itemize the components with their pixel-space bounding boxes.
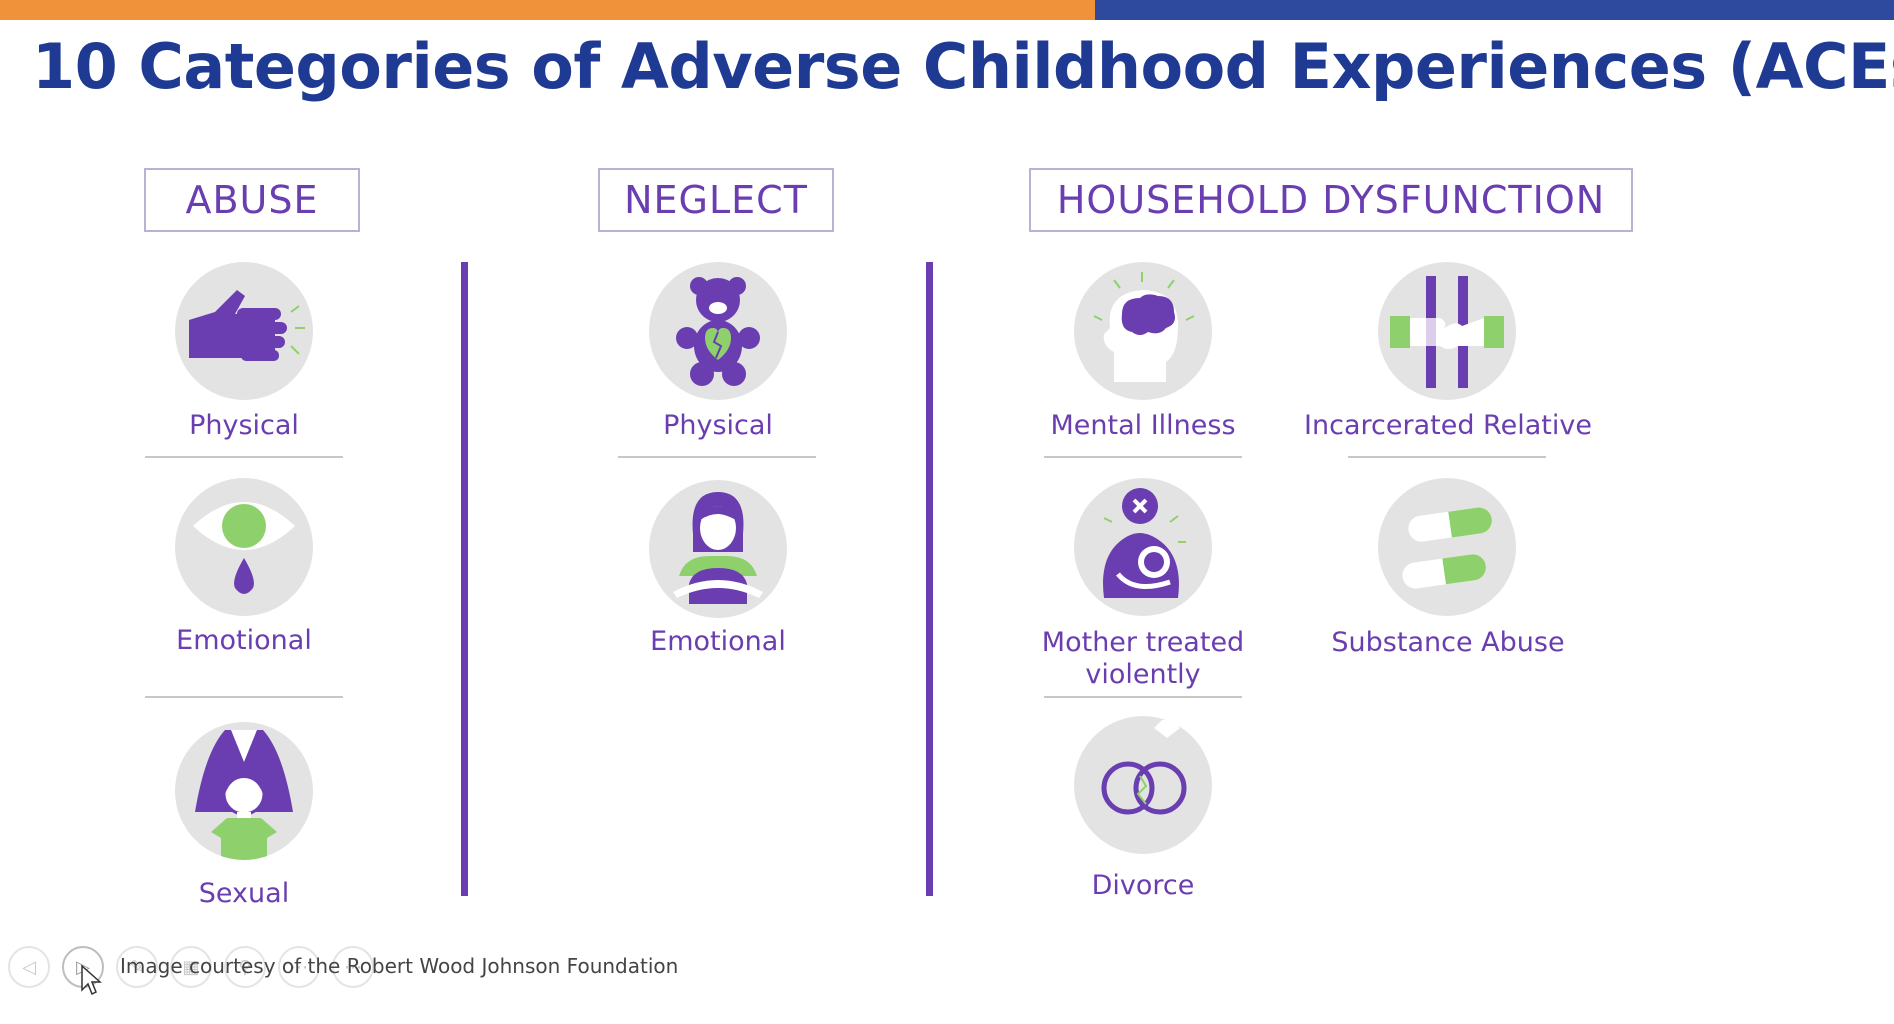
child-hugging-knees-icon	[649, 480, 787, 618]
grid-icon[interactable]: ▦	[170, 946, 212, 988]
slide-title: 10 Categories of Adverse Childhood Exper…	[32, 30, 1894, 103]
teddy-bear-icon	[649, 262, 787, 400]
separator	[618, 456, 816, 458]
separator	[145, 456, 343, 458]
mouse-cursor-icon	[81, 964, 102, 996]
label-divorce: Divorce	[1091, 870, 1195, 901]
separator	[1044, 696, 1242, 698]
teardrop-eye-icon	[175, 478, 313, 616]
top-bar-orange	[0, 0, 1095, 20]
separator	[1348, 456, 1546, 458]
label-line: Mother treated	[1041, 627, 1245, 658]
options-icon[interactable]: ⋯	[332, 946, 374, 988]
label-mother-treated-violently: Mother treated violently	[983, 627, 1303, 691]
header-neglect: NEGLECT	[598, 168, 834, 232]
zoom-icon[interactable]: ⚲	[224, 946, 266, 988]
fist-icon	[175, 262, 313, 400]
separator	[145, 696, 343, 698]
label-neglect-emotional: Emotional	[650, 626, 786, 657]
label-neglect-physical: Physical	[663, 410, 773, 441]
header-abuse: ABUSE	[144, 168, 360, 232]
more-icon[interactable]: ⋯	[278, 946, 320, 988]
header-household-dysfunction: HOUSEHOLD DYSFUNCTION	[1029, 168, 1633, 232]
injured-mother-icon	[1074, 478, 1212, 616]
label-substance-abuse: Substance Abuse	[1331, 627, 1565, 658]
pen-icon[interactable]: ✎	[116, 946, 158, 988]
separator	[1044, 456, 1242, 458]
pills-icon	[1378, 478, 1516, 616]
label-abuse-physical: Physical	[189, 410, 299, 441]
divider-line-2	[926, 262, 933, 896]
divider-line-1	[461, 262, 468, 896]
top-color-bar	[0, 0, 1894, 20]
head-brain-icon	[1074, 262, 1212, 400]
label-abuse-emotional: Emotional	[176, 625, 312, 656]
shadow-over-child-icon	[175, 722, 313, 860]
label-abuse-sexual: Sexual	[198, 878, 290, 909]
label-mental-illness: Mental Illness	[1050, 410, 1236, 441]
prev-icon[interactable]: ◁	[8, 946, 50, 988]
label-incarcerated-relative: Incarcerated Relative	[1304, 410, 1592, 441]
prison-bars-icon	[1378, 262, 1516, 400]
top-bar-blue	[1095, 0, 1894, 20]
broken-rings-icon	[1074, 716, 1212, 854]
image-credit-caption: Image courtesy of the Robert Wood Johnso…	[120, 954, 679, 978]
label-line: violently	[1085, 659, 1201, 690]
